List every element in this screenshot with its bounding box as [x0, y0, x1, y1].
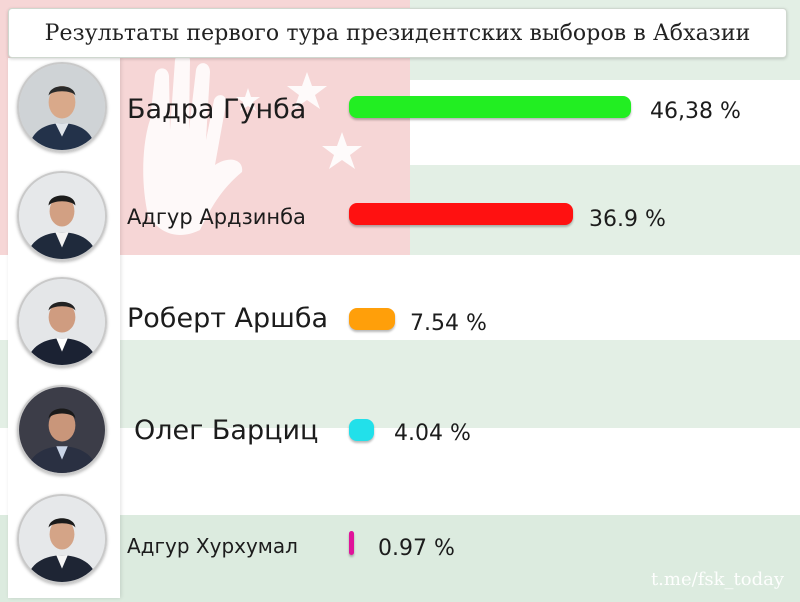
candidate-name: Роберт Аршба	[127, 303, 329, 334]
result-value-label: 36.9 %	[589, 207, 666, 232]
result-bar	[349, 96, 631, 118]
result-bar	[349, 531, 354, 555]
result-bar	[349, 203, 573, 225]
result-value-label: 0.97 %	[378, 536, 455, 561]
chart-title: Результаты первого тура президентских вы…	[44, 20, 751, 46]
hand-icon	[143, 52, 243, 235]
candidate-row: Роберт Аршба 7.54 %	[0, 273, 800, 373]
candidate-name: Олег Барциц	[134, 415, 319, 446]
result-bar	[349, 308, 395, 330]
candidate-name: Бадра Гунба	[127, 94, 307, 125]
candidate-row: Олег Барциц 4.04 %	[0, 381, 800, 481]
candidate-row: Адгур Ардзинба 36.9 %	[0, 165, 800, 265]
result-value-label: 4.04 %	[394, 421, 471, 446]
stars-icon	[236, 72, 362, 169]
candidate-row: Бадра Гунба 46,38 %	[0, 58, 800, 158]
candidate-avatar	[17, 385, 107, 475]
candidate-name: Адгур Хурхумал	[127, 534, 298, 558]
portrait-icon	[19, 496, 105, 582]
candidate-avatar	[17, 171, 107, 261]
result-bar	[349, 419, 374, 441]
portrait-icon	[19, 387, 105, 473]
candidate-avatar	[17, 494, 107, 584]
candidate-avatar	[17, 62, 107, 152]
chart-title-banner: Результаты первого тура президентских вы…	[8, 8, 787, 58]
watermark: t.me/fsk_today	[650, 569, 784, 590]
portrait-icon	[19, 64, 105, 150]
portrait-icon	[19, 173, 105, 259]
result-value-label: 7.54 %	[410, 311, 487, 336]
portrait-icon	[19, 279, 105, 365]
candidate-name: Адгур Ардзинба	[127, 205, 306, 229]
candidate-row: Адгур Хурхумал 0.97 %	[0, 489, 800, 589]
result-value-label: 46,38 %	[650, 99, 741, 124]
candidate-avatar	[17, 277, 107, 367]
